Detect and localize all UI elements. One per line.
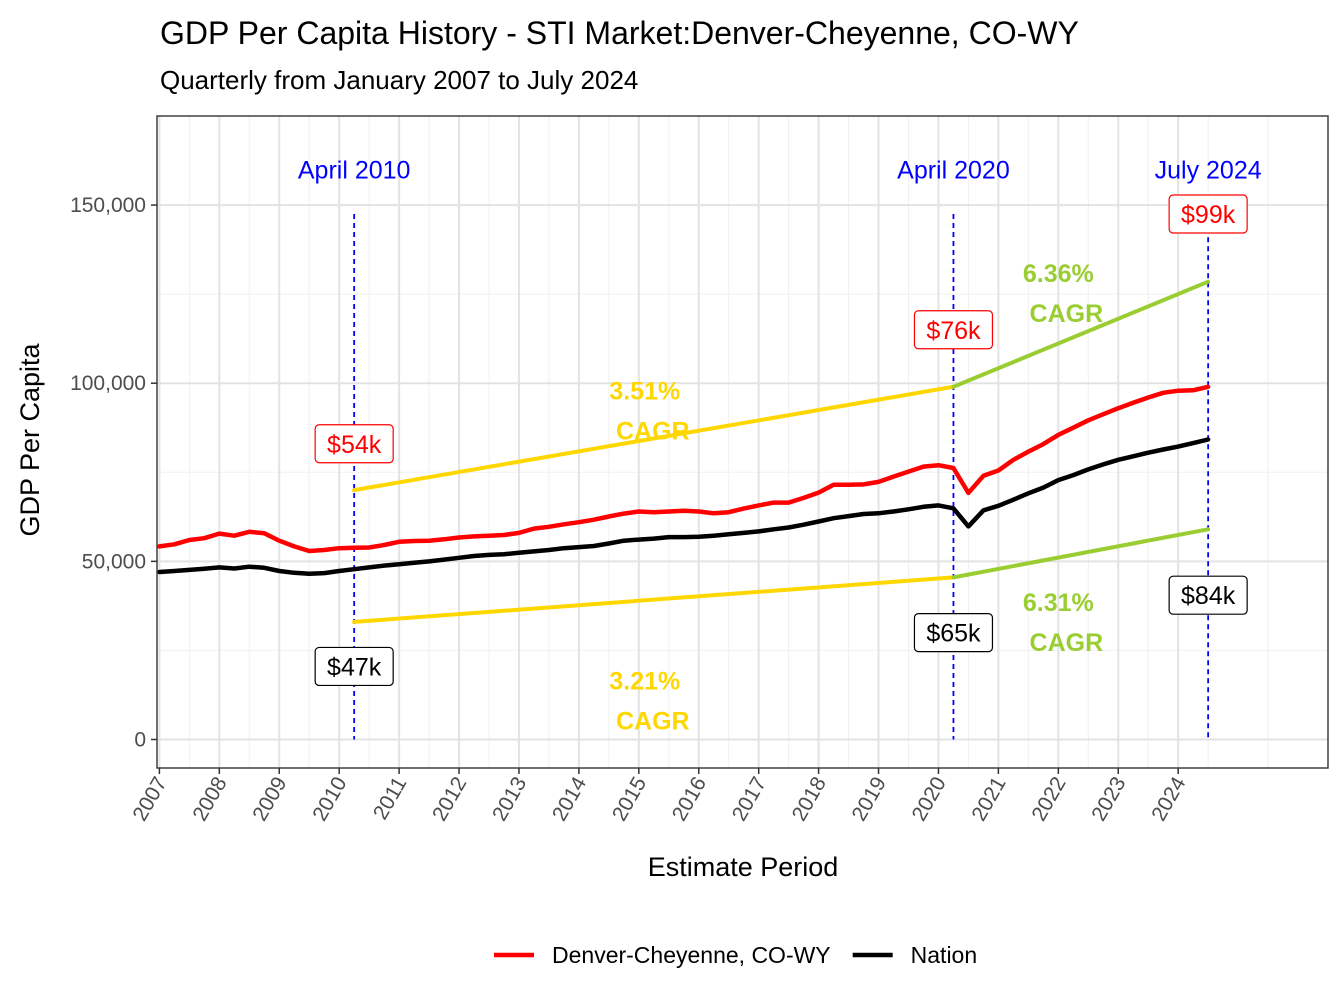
- value-label-text-0: $54k: [327, 431, 382, 459]
- x-tick-label: 2021: [967, 773, 1010, 825]
- legend-label-0: Denver-Cheyenne, CO-WY: [552, 942, 831, 968]
- x-tick-label: 2013: [488, 773, 531, 825]
- x-tick-label: 2011: [369, 773, 412, 824]
- cagr-rate-label-3: 6.31%: [1023, 589, 1094, 617]
- x-tick-label: 2017: [728, 773, 771, 825]
- series-line-nation: [157, 437, 1211, 577]
- y-tick-label: 50,000: [82, 550, 146, 573]
- plot-panel-border: [156, 115, 1329, 769]
- x-tick-label: 2022: [1027, 773, 1070, 825]
- data-series: [157, 384, 1211, 577]
- value-label-box-0: [314, 424, 394, 464]
- x-tick-label: 2023: [1087, 773, 1130, 825]
- cagr-trend-lines: 3.51% CAGR 6.36% CAGR 3.21% CAGR 6.31% CAGR: [352, 260, 1211, 735]
- period-markers: April 2010 April 2020 July 2024: [298, 156, 1262, 740]
- y-axis-title: GDP Per Capita: [15, 342, 45, 536]
- y-tick-label: 0: [134, 728, 146, 751]
- value-label-box-5: [1168, 575, 1248, 615]
- x-tick-label: 2024: [1147, 773, 1190, 825]
- chart-subtitle: Quarterly from January 2007 to July 2024: [160, 65, 638, 95]
- cagr-line-3: [951, 527, 1211, 580]
- x-tick-label: 2009: [248, 773, 291, 825]
- x-tick-label: 2018: [788, 773, 831, 825]
- cagr-rate-label-2: 3.21%: [609, 667, 680, 695]
- series-line-denver-cheyenne: [157, 384, 1211, 554]
- x-tick-label: 2014: [548, 773, 591, 825]
- legend-label-1: Nation: [911, 942, 977, 968]
- y-tick-label: 150,000: [70, 194, 146, 217]
- x-tick-label: 2010: [308, 773, 351, 825]
- y-tick-label: 100,000: [70, 372, 146, 395]
- period-marker-label-0: April 2010: [298, 156, 411, 184]
- value-label-text-1: $76k: [926, 317, 981, 345]
- x-tick-label: 2019: [848, 773, 891, 825]
- value-label-text-5: $84k: [1181, 582, 1236, 610]
- cagr-text-label-2: CAGR: [616, 707, 690, 735]
- cagr-text-label-0: CAGR: [616, 418, 690, 446]
- value-label-box-1: [913, 310, 994, 350]
- x-tick-label: 2012: [428, 773, 471, 825]
- x-tick-label: 2015: [608, 773, 651, 825]
- period-marker-label-2: July 2024: [1155, 156, 1262, 184]
- x-tick-label: 2016: [668, 773, 711, 825]
- value-labels: $54k $76k $99k $47k $65k $84k: [314, 194, 1248, 687]
- cagr-text-label-3: CAGR: [1030, 629, 1104, 657]
- x-tick-label: 2007: [128, 773, 171, 825]
- chart-title: GDP Per Capita History - STI Market:Denv…: [160, 15, 1079, 51]
- value-label-box-4: [913, 613, 994, 653]
- cagr-rate-label-1: 6.36%: [1023, 260, 1094, 288]
- value-label-box-3: [314, 646, 394, 687]
- value-label-box-2: [1168, 194, 1248, 234]
- period-marker-label-1: April 2020: [897, 156, 1010, 184]
- cagr-line-2: [352, 575, 956, 624]
- value-label-text-4: $65k: [926, 620, 981, 648]
- value-label-text-3: $47k: [327, 653, 382, 681]
- x-axis: 2007 2008 2009 2010 2011 2012 2013 2014 2015 2016…: [128, 768, 1191, 825]
- x-tick-label: 2020: [908, 773, 951, 825]
- y-axis: 0 50,000 100,000 150,000: [70, 194, 157, 751]
- x-axis-title: Estimate Period: [648, 852, 839, 882]
- x-tick-label: 2008: [188, 773, 231, 825]
- cagr-text-label-1: CAGR: [1030, 300, 1104, 328]
- cagr-line-1: [951, 279, 1211, 389]
- cagr-rate-label-0: 3.51%: [609, 378, 680, 406]
- value-label-text-2: $99k: [1181, 201, 1236, 229]
- legend: Denver-Cheyenne, CO-WY Nation: [494, 942, 977, 968]
- cagr-line-0: [352, 384, 956, 493]
